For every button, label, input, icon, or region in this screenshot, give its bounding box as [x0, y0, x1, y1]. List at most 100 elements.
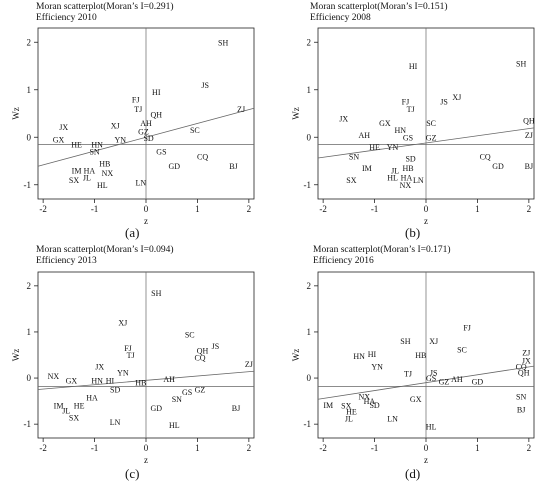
y-tick-label: 2 [27, 281, 32, 291]
point-label-gx: GX [53, 136, 65, 145]
x-tick-label: -1 [371, 443, 379, 453]
point-label-sd: SD [405, 155, 415, 164]
point-label-sc: SC [190, 126, 200, 135]
x-tick-label: -2 [39, 204, 47, 214]
point-label-sx: SX [69, 176, 79, 185]
panel-c-title: Moran scatterplot(Moran’s I=0.094) Effic… [36, 245, 174, 267]
x-tick-label: 2 [527, 204, 532, 214]
x-tick-label: 1 [475, 204, 480, 214]
point-label-ln: LN [387, 415, 398, 424]
point-label-hl: HL [387, 174, 398, 183]
point-label-hn: HN [91, 140, 103, 149]
point-label-sx: SX [341, 402, 351, 411]
point-label-hb: HB [402, 164, 413, 173]
point-label-ah: AH [140, 119, 152, 128]
point-label-he: HE [369, 143, 380, 152]
x-tick-label: -2 [39, 443, 47, 453]
y-tick-label: 1 [307, 327, 312, 337]
x-tick-label: 2 [247, 204, 252, 214]
point-label-jl: JL [391, 167, 399, 176]
point-label-yn: YN [115, 136, 127, 145]
point-label-gs: GS [403, 133, 413, 142]
panel-d-title-line2: Efficiency 2016 [313, 256, 374, 266]
point-label-fj: FJ [402, 98, 410, 107]
point-label-he: HE [74, 402, 85, 411]
point-label-jx: JX [59, 123, 68, 132]
y-tick-label: 1 [307, 85, 312, 95]
point-label-ah: AH [163, 375, 175, 384]
point-label-gd: GD [492, 162, 504, 171]
panel-b-title-line1: Moran scatterplot(Moran’s I=0.151) [310, 2, 448, 12]
x-tick-label: -2 [319, 204, 327, 214]
x-tick-label: 1 [195, 443, 200, 453]
point-label-he: HE [71, 140, 82, 149]
point-label-hb: HB [135, 379, 146, 388]
point-label-jl: JL [62, 406, 70, 415]
point-label-js: JS [430, 369, 438, 378]
point-label-sd: SD [369, 401, 379, 410]
y-tick-label: 1 [27, 327, 32, 337]
point-label-qh: QH [518, 369, 530, 378]
y-axis-label: Wz [291, 107, 301, 120]
point-label-hn: HN [395, 126, 407, 135]
point-label-sd: SD [110, 386, 120, 395]
point-label-nx: NX [48, 372, 60, 381]
y-axis-label: Wz [11, 107, 21, 120]
point-label-hi: HI [368, 350, 377, 359]
point-label-hl: HL [426, 422, 437, 431]
y-tick-label: 2 [307, 37, 312, 47]
point-label-ha: HA [86, 393, 98, 402]
point-label-bj: BJ [229, 162, 237, 171]
point-label-tj: TJ [407, 105, 415, 114]
caption-d: (d) [405, 466, 421, 481]
y-tick-label: 0 [307, 373, 312, 383]
panel-d-title: Moran scatterplot(Moran’s I=0.171) Effic… [313, 245, 451, 267]
point-label-sc: SC [185, 330, 195, 339]
y-tick-label: 0 [27, 373, 32, 383]
panel-b-title-line2: Efficiency 2008 [310, 13, 371, 23]
point-label-sh: SH [151, 289, 161, 298]
point-label-qh: QH [197, 346, 209, 355]
point-label-sh: SH [218, 38, 228, 47]
regression-line [317, 127, 535, 159]
point-label-gx: GX [410, 395, 422, 404]
panel-a-title: Moran scatterplot(Moran’s I=0.291) Effic… [36, 2, 174, 24]
point-label-hl: HL [97, 181, 108, 190]
y-tick-label: -1 [24, 419, 32, 429]
point-label-yn: YN [387, 143, 399, 152]
point-label-ln: LN [413, 176, 424, 185]
point-label-cq: CQ [516, 363, 527, 372]
point-label-sn: SN [516, 393, 526, 402]
x-tick-label: -1 [91, 204, 99, 214]
point-label-hi: HI [106, 376, 115, 385]
point-label-sn: SN [349, 152, 359, 161]
x-tick-label: -1 [91, 443, 99, 453]
point-label-gx: GX [379, 119, 391, 128]
point-label-sh: SH [516, 60, 526, 69]
point-label-im: IM [362, 164, 372, 173]
point-label-fj: FJ [132, 95, 140, 104]
x-tick-label: 0 [424, 204, 429, 214]
point-label-sx: SX [346, 176, 356, 185]
point-label-fj: FJ [463, 323, 471, 332]
point-label-gx: GX [66, 376, 78, 385]
point-label-sn: SN [172, 395, 182, 404]
point-label-jx: JX [339, 114, 348, 123]
point-label-hi: HI [409, 62, 418, 71]
regression-line [37, 107, 255, 167]
point-label-im: IM [323, 401, 333, 410]
y-tick-label: 2 [27, 37, 32, 47]
caption-b: (b) [405, 225, 421, 240]
point-label-zj: ZJ [237, 105, 245, 114]
point-label-bj: BJ [517, 405, 525, 414]
point-label-yn: YN [117, 369, 129, 378]
point-label-tj: TJ [134, 105, 142, 114]
point-label-xj: XJ [452, 93, 461, 102]
point-label-ha: HA [364, 397, 376, 406]
y-tick-label: 0 [307, 132, 312, 142]
x-tick-label: 1 [475, 443, 480, 453]
panel-a-title-line2: Efficiency 2010 [36, 13, 97, 23]
